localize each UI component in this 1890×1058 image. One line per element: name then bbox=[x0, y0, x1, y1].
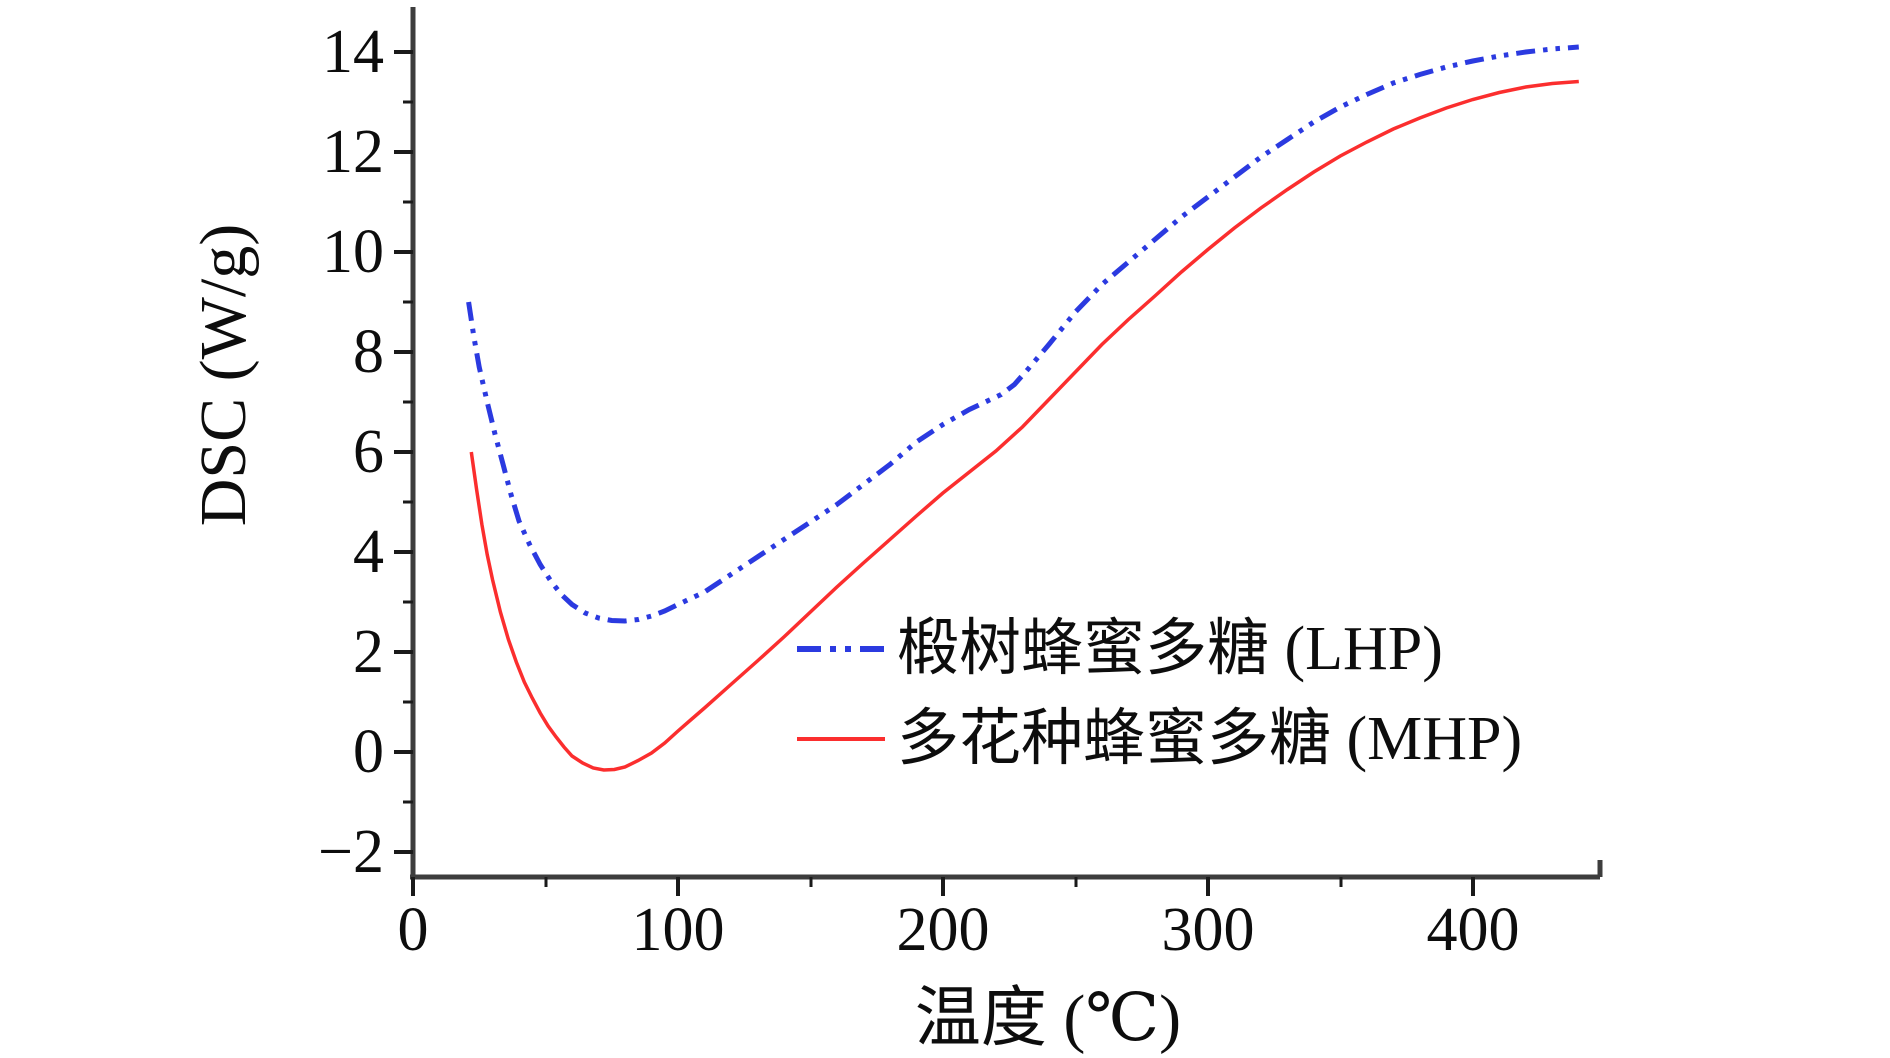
y-tick-label: −2 bbox=[318, 818, 384, 886]
y-tick-label: 14 bbox=[322, 18, 384, 86]
x-tick-label: 300 bbox=[1162, 896, 1255, 964]
y-minor-ticks bbox=[403, 100, 413, 804]
y-tick-label: 8 bbox=[353, 318, 384, 386]
legend: 椴树蜂蜜多糖 (LHP) 多花种蜂蜜多糖 (MHP) bbox=[797, 615, 1522, 773]
legend-label-mhp: 多花种蜂蜜多糖 (MHP) bbox=[897, 705, 1522, 773]
mhp-curve bbox=[469, 79, 1579, 772]
y-tick-label: 4 bbox=[353, 518, 384, 586]
legend-label-lhp: 椴树蜂蜜多糖 (LHP) bbox=[897, 615, 1443, 683]
x-axis-title: 温度 (℃) bbox=[915, 982, 1181, 1055]
y-major-ticks bbox=[394, 50, 413, 854]
y-tick-label: 12 bbox=[322, 118, 384, 186]
x-tick-label: 100 bbox=[632, 896, 725, 964]
x-minor-ticks bbox=[544, 877, 1343, 887]
lhp-curve bbox=[466, 44, 1579, 624]
y-tick-labels: 14 12 10 8 6 4 2 0 −2 bbox=[318, 18, 384, 886]
y-tick-label: 0 bbox=[353, 718, 384, 786]
y-tick-label: 2 bbox=[353, 618, 384, 686]
legend-item-mhp: 多花种蜂蜜多糖 (MHP) bbox=[797, 705, 1522, 773]
x-tick-labels: 0 100 200 300 400 bbox=[398, 896, 1520, 964]
y-axis-title: DSC (W/g) bbox=[187, 224, 260, 526]
y-tick-label: 10 bbox=[322, 218, 384, 286]
x-tick-label: 200 bbox=[897, 896, 990, 964]
series-curves bbox=[466, 44, 1579, 772]
x-tick-label: 0 bbox=[398, 896, 429, 964]
y-tick-label: 6 bbox=[353, 418, 384, 486]
legend-item-lhp: 椴树蜂蜜多糖 (LHP) bbox=[797, 615, 1443, 683]
x-tick-label: 400 bbox=[1427, 896, 1520, 964]
x-major-ticks bbox=[411, 877, 1475, 896]
